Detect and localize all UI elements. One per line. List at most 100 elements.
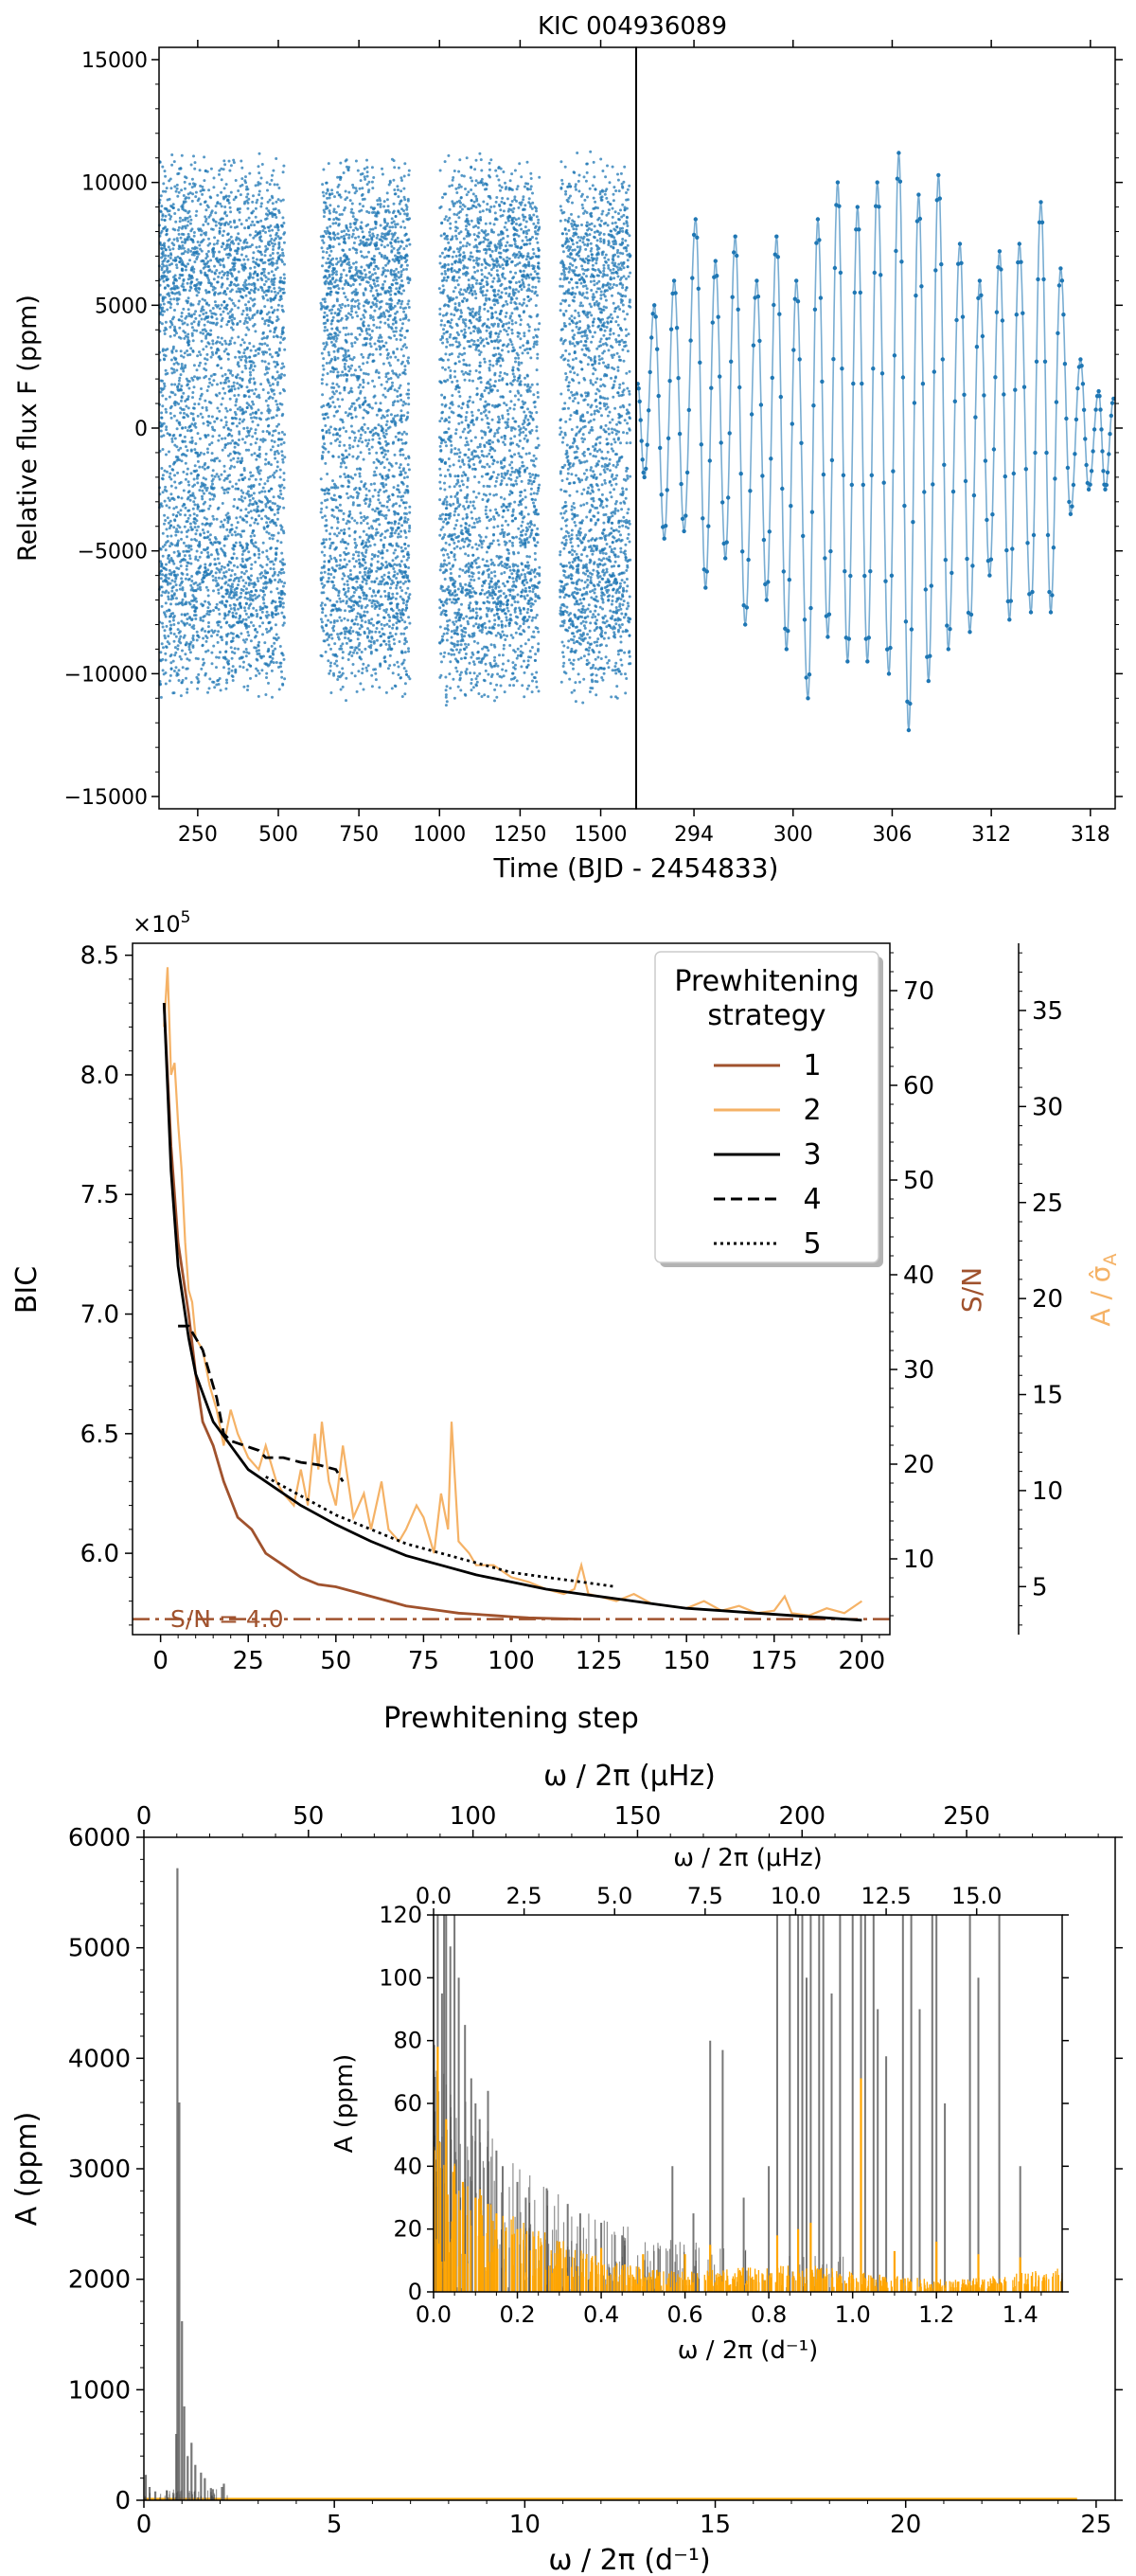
flux-point: [249, 365, 253, 368]
flux-point: [225, 409, 229, 413]
flux-point: [244, 448, 248, 452]
flux-point: [185, 600, 188, 604]
flux-point: [247, 485, 251, 489]
flux-point: [357, 235, 361, 239]
flux-point: [251, 411, 255, 415]
flux-point: [257, 643, 260, 647]
flux-point: [177, 232, 181, 236]
flux-point: [373, 543, 377, 546]
flux-point: [204, 566, 207, 570]
flux-point: [186, 480, 190, 484]
flux-point: [169, 390, 173, 394]
flux-point: [191, 412, 195, 416]
flux-point: [241, 309, 245, 313]
flux-point: [163, 329, 167, 332]
flux-point: [252, 345, 256, 349]
flux-point: [320, 620, 324, 624]
flux-point: [193, 610, 197, 614]
flux-point: [163, 270, 167, 274]
flux-point: [243, 596, 247, 599]
flux-point: [344, 632, 346, 635]
flux-point: [225, 246, 229, 250]
flux-point: [198, 585, 202, 589]
flux-point: [193, 526, 197, 529]
flux-point: [209, 553, 213, 557]
flux-point: [276, 494, 280, 498]
flux-point: [268, 229, 271, 233]
flux-point: [359, 383, 362, 386]
flux-point: [280, 580, 283, 583]
flux-point: [403, 162, 407, 166]
flux-point: [197, 197, 201, 201]
flux-point: [365, 166, 369, 170]
flux-point: [371, 537, 375, 541]
flux-point: [359, 433, 363, 437]
flux-point: [187, 483, 191, 487]
flux-point: [269, 296, 273, 300]
flux-point: [283, 389, 286, 393]
flux-point: [382, 656, 386, 660]
flux-point: [386, 243, 390, 247]
flux-point: [268, 211, 272, 215]
flux-point: [197, 680, 201, 684]
flux-point: [232, 544, 236, 547]
flux-point: [195, 513, 199, 517]
flux-point: [343, 617, 346, 620]
flux-point: [350, 618, 354, 622]
flux-point: [278, 645, 282, 648]
flux-point: [264, 276, 268, 279]
flux-point: [212, 312, 216, 315]
flux-point: [182, 549, 186, 553]
flux-point: [279, 276, 282, 279]
flux-point: [182, 391, 186, 395]
flux-point: [238, 290, 241, 294]
flux-point: [187, 549, 191, 553]
flux-point: [359, 239, 363, 242]
flux-point: [373, 470, 377, 474]
flux-point: [381, 167, 383, 170]
flux-point: [332, 414, 336, 418]
flux-point: [189, 314, 193, 318]
flux-point: [260, 517, 263, 521]
flux-point: [185, 404, 188, 408]
flux-point: [232, 242, 236, 245]
flux-point: [354, 159, 358, 163]
flux-point: [167, 300, 170, 304]
flux-point: [165, 504, 169, 508]
flux-point: [327, 450, 330, 454]
flux-point: [407, 306, 411, 309]
flux-point: [391, 559, 395, 563]
flux-point: [188, 289, 191, 293]
flux-point: [188, 498, 192, 502]
flux-point: [357, 558, 361, 562]
flux-point: [242, 518, 246, 522]
flux-point: [189, 640, 193, 644]
flux-point: [347, 260, 351, 264]
flux-point: [176, 172, 180, 176]
flux-point: [186, 335, 189, 339]
flux-point: [166, 308, 169, 312]
flux-point: [161, 189, 165, 193]
flux-point: [358, 641, 362, 645]
flux-point: [337, 183, 341, 187]
flux-point: [180, 600, 184, 604]
flux-point: [172, 433, 176, 437]
flux-point: [160, 562, 164, 565]
flux-point: [161, 545, 165, 548]
flux-point: [230, 385, 234, 388]
flux-point: [327, 572, 330, 576]
flux-point: [263, 569, 267, 573]
flux-point: [320, 501, 324, 505]
flux-point: [238, 438, 240, 441]
flux-point: [209, 374, 213, 378]
flux-point: [267, 324, 271, 328]
flux-point: [359, 391, 363, 395]
flux-point: [184, 209, 187, 213]
flux-point: [177, 448, 181, 452]
flux-point: [227, 610, 231, 614]
flux-point: [232, 450, 236, 454]
flux-point: [183, 525, 186, 528]
flux-point: [227, 380, 231, 383]
flux-point: [350, 274, 354, 277]
flux-point: [233, 530, 237, 534]
